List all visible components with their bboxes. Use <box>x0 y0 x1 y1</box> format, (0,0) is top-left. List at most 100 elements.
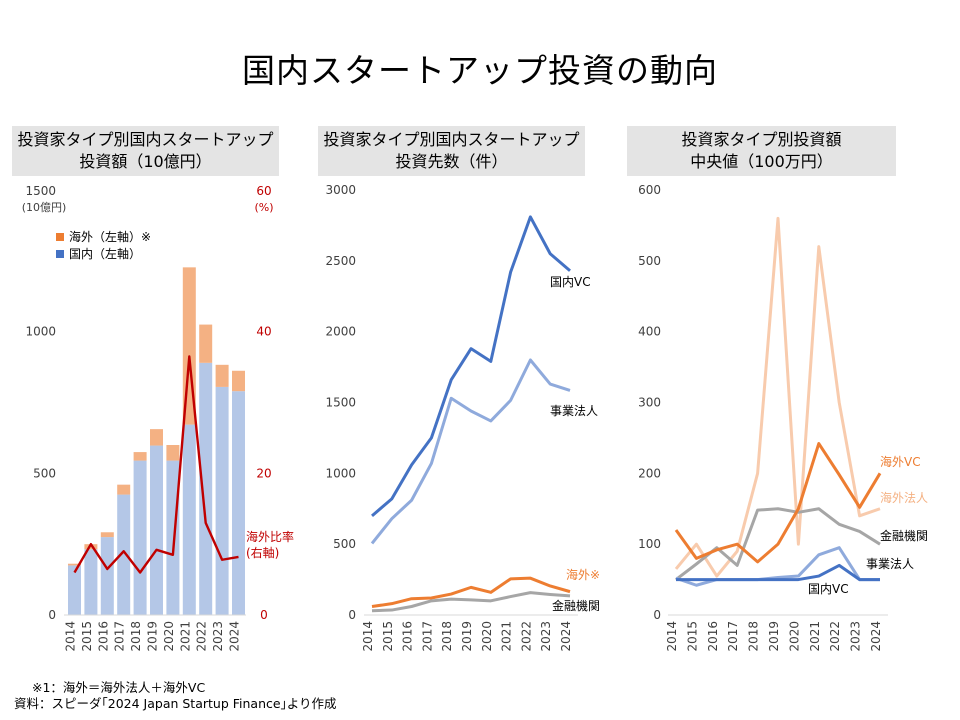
chart3-year-label-2018: 2018 <box>747 621 761 652</box>
chart2-y-tick-500: 500 <box>333 537 356 551</box>
chart1-bar-overseas-2014 <box>68 563 81 566</box>
chart1-bar-domestic-2019 <box>150 445 163 615</box>
chart1-year-label-2014: 2014 <box>64 621 78 652</box>
chart1-year-label-2022: 2022 <box>195 621 209 652</box>
chart2-year-label-2014: 2014 <box>361 621 375 652</box>
chart3-year-label-2023: 2023 <box>849 621 863 652</box>
chart1-bar-domestic-2016 <box>100 537 114 615</box>
chart2-year-label-2016: 2016 <box>401 621 415 652</box>
chart1-year-label-2019: 2019 <box>146 621 160 652</box>
chart1-bar-overseas-2015 <box>84 544 98 550</box>
chart3-y-tick-100: 100 <box>638 537 661 551</box>
panel-1-header: 投資家タイプ別国内スタートアップ 投資額（10億円） <box>12 126 279 176</box>
chart3-label-corporate: 事業法人 <box>866 557 914 571</box>
panel-3-header: 投資家タイプ別投資額 中央値（100万円） <box>627 126 896 176</box>
chart3-y-tick-500: 500 <box>638 254 661 268</box>
chart3-year-label-2020: 2020 <box>787 621 801 652</box>
chart3-year-label-2021: 2021 <box>808 621 822 652</box>
panel-1-header-line2: 投資額（10億円） <box>79 152 212 171</box>
chart1-year-label-2015: 2015 <box>80 621 94 652</box>
chart1-year-label-2021: 2021 <box>178 621 192 652</box>
chart2-y-tick-3000: 3000 <box>325 183 356 197</box>
chart1-year-label-2018: 2018 <box>129 621 143 652</box>
chart3-y-tick-400: 400 <box>638 325 661 339</box>
chart3-series-overseas-vc <box>674 442 882 564</box>
chart3-label-financial: 金融機関 <box>880 528 928 543</box>
chart3-label-vc-domestic: 国内VC <box>808 582 849 596</box>
source-note: 資料：スピーダ｢2024 Japan Startup Finance｣より作成 <box>14 696 337 711</box>
chart1-bar-domestic-2024 <box>232 391 245 615</box>
chart2-year-label-2022: 2022 <box>519 621 533 652</box>
chart3-series-corporate <box>675 546 880 587</box>
panel-1-header-line1: 投資家タイプ別国内スタートアップ <box>17 130 274 149</box>
panel-3-header-line2: 中央値（100万円） <box>690 152 833 171</box>
chart2-year-label-2015: 2015 <box>381 621 395 652</box>
chart2-year-label-2019: 2019 <box>460 621 474 652</box>
chart1-bar-overseas-2018 <box>133 452 147 461</box>
chart1-bar-overseas-2023 <box>215 364 229 387</box>
chart3-year-label-2016: 2016 <box>706 621 720 652</box>
panel-3-header-line1: 投資家タイプ別投資額 <box>681 130 842 149</box>
chart2-year-label-2018: 2018 <box>440 621 454 652</box>
chart1-left-tick-1500: 1500 <box>25 184 56 198</box>
chart1-legend-domestic-label: 国内（左軸） <box>69 246 141 261</box>
chart3-year-label-2015: 2015 <box>685 621 699 652</box>
chart1-ratio-label-line2: (右軸) <box>246 545 279 560</box>
chart3-series-overseas-corp <box>674 216 881 578</box>
chart3-y-tick-200: 200 <box>638 466 661 480</box>
chart2-y-tick-1500: 1500 <box>325 396 356 410</box>
chart2-series-corporate <box>370 358 571 545</box>
chart1-left-tick-0: 0 <box>48 608 56 622</box>
chart1-bar-domestic-2018 <box>133 460 147 615</box>
chart1-year-label-2020: 2020 <box>162 621 176 652</box>
chart1-bar-overseas-2017 <box>117 484 131 495</box>
chart2-year-label-2023: 2023 <box>539 621 553 652</box>
chart3-year-label-2017: 2017 <box>726 621 740 652</box>
chart1-bar-domestic-2014 <box>68 565 81 615</box>
chart2-year-label-2024: 2024 <box>559 621 573 652</box>
chart2-y-tick-2500: 2500 <box>325 254 356 268</box>
chart1-ratio-line <box>73 355 239 574</box>
chart2-y-tick-2000: 2000 <box>325 325 356 339</box>
chart3-series-vc-domestic <box>676 563 880 582</box>
chart1-legend-overseas-swatch <box>56 233 64 241</box>
chart1-left-tick-1000: 1000 <box>25 325 56 339</box>
chart1-bar-overseas-2020 <box>166 445 180 461</box>
chart3-y-tick-0: 0 <box>653 608 661 622</box>
chart3-year-label-2022: 2022 <box>828 621 842 652</box>
chart1-bar-domestic-2021 <box>182 424 196 615</box>
chart2-year-label-2017: 2017 <box>420 621 434 652</box>
chart1-right-tick-60: 60 <box>256 184 271 198</box>
chart3-year-label-2024: 2024 <box>869 621 883 652</box>
panel-2-header: 投資家タイプ別国内スタートアップ 投資先数（件） <box>318 126 585 176</box>
chart2-series-overseas <box>371 576 571 608</box>
page-title: 国内スタートアップ投資の動向 <box>242 51 718 90</box>
chart3-year-label-2014: 2014 <box>665 621 679 652</box>
chart1-legend-overseas-label: 海外（左軸）※ <box>69 229 151 244</box>
panel-2-header-line2: 投資先数（件） <box>395 152 508 171</box>
chart1-left-tick-500: 500 <box>33 466 56 480</box>
chart1-bar-overseas-2024 <box>232 370 245 392</box>
chart3-y-tick-300: 300 <box>638 396 661 410</box>
chart2-year-label-2020: 2020 <box>480 621 494 652</box>
chart2-series-financial <box>371 591 571 613</box>
chart2-label-vc-domestic: 国内VC <box>550 275 591 289</box>
chart1-bar-domestic-2023 <box>215 386 229 615</box>
chart1-right-tick-20: 20 <box>256 466 271 480</box>
chart1-bar-domestic-2015 <box>84 549 98 615</box>
chart1-year-label-2024: 2024 <box>228 621 242 652</box>
chart1-right-tick-0: 0 <box>260 608 268 622</box>
chart1-left-axis-unit: (10億円) <box>22 201 67 214</box>
chart2-series-vc-domestic <box>371 215 571 517</box>
chart1-legend-domestic-swatch <box>56 250 64 258</box>
chart1-bar-domestic-2020 <box>166 460 180 615</box>
chart2-label-overseas: 海外※ <box>566 567 600 582</box>
chart1-right-tick-40: 40 <box>256 325 271 339</box>
chart1-year-label-2017: 2017 <box>113 621 127 652</box>
chart1-bar-overseas-2019 <box>150 429 163 446</box>
chart1-year-label-2016: 2016 <box>96 621 110 652</box>
chart1-ratio-label-line1: 海外比率 <box>246 529 294 544</box>
chart2-y-tick-0: 0 <box>348 608 356 622</box>
chart1-bar-domestic-2017 <box>117 494 131 615</box>
